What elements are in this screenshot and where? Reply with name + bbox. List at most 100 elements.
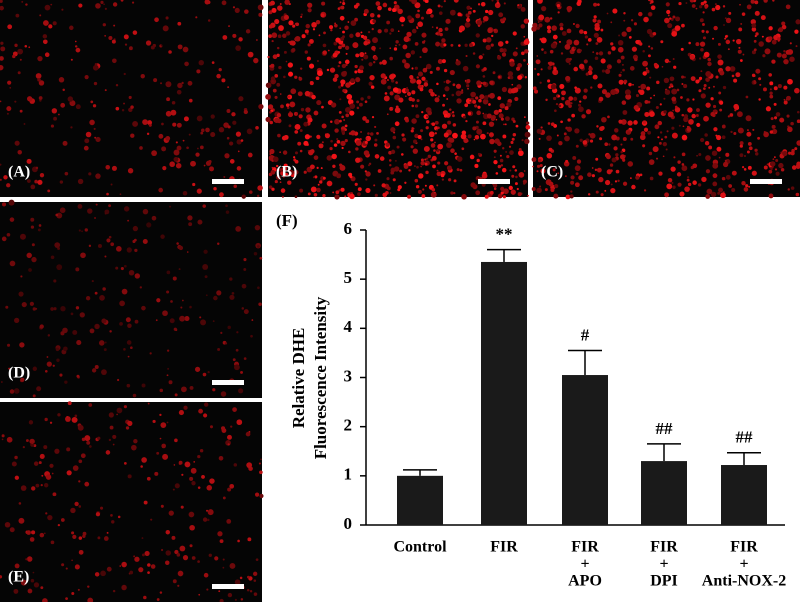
fluorescent-dot — [716, 146, 722, 152]
fluorescent-dot — [112, 2, 118, 7]
fluorescent-dot — [695, 7, 698, 10]
bar — [481, 261, 527, 525]
fluorescent-dot — [25, 558, 28, 561]
fluorescent-dot — [86, 440, 91, 445]
fluorescent-dot — [78, 229, 81, 232]
fluorescent-dot — [126, 340, 132, 345]
fluorescent-dot — [605, 92, 611, 98]
fluorescent-dot — [676, 172, 682, 177]
fluorescent-dot — [663, 97, 666, 100]
fluorescent-dot — [672, 15, 676, 19]
fluorescent-dot — [220, 331, 223, 334]
fluorescent-dot — [98, 340, 105, 346]
fluorescent-dot — [277, 5, 283, 11]
fluorescent-dot — [538, 23, 543, 28]
fluorescent-dot — [746, 150, 750, 154]
fluorescent-dot — [218, 127, 225, 133]
fluorescent-dot — [689, 54, 695, 60]
fluorescent-dot — [60, 306, 66, 312]
fluorescent-dot — [396, 145, 400, 149]
fluorescent-dot — [364, 52, 367, 55]
fluorescent-dot — [464, 43, 468, 47]
fluorescent-dot — [0, 64, 4, 71]
fluorescent-dot — [341, 71, 347, 77]
panel-label: (E) — [8, 569, 29, 586]
fluorescent-dot — [397, 30, 400, 32]
fluorescent-dot — [548, 147, 553, 152]
fluorescent-dot — [234, 7, 240, 13]
fluorescent-dot — [768, 36, 773, 41]
fluorescent-dot — [686, 119, 689, 122]
fluorescent-dot — [796, 161, 800, 167]
fluorescent-dot — [518, 172, 525, 178]
fluorescent-dot — [593, 32, 599, 38]
fluorescent-dot — [63, 346, 68, 352]
fluorescent-dot — [104, 255, 107, 258]
fluorescent-dot — [292, 24, 296, 28]
fluorescent-dot — [338, 110, 342, 114]
fluorescent-dot — [424, 184, 427, 187]
fluorescent-dot — [502, 134, 507, 139]
fluorescent-dot — [476, 80, 482, 86]
fluorescent-dot — [316, 60, 319, 63]
fluorescent-dot — [30, 225, 35, 229]
fluorescent-dot — [294, 75, 298, 79]
fluorescent-dot — [583, 30, 588, 35]
fluorescent-dot — [617, 46, 624, 53]
fluorescent-dot — [517, 150, 524, 157]
fluorescent-dot — [612, 8, 618, 14]
fluorescent-dot — [281, 195, 284, 198]
fluorescent-dot — [373, 184, 376, 187]
fluorescent-dot — [209, 425, 214, 429]
fluorescent-dot — [127, 355, 130, 358]
fluorescent-dot — [342, 30, 345, 34]
fluorescent-dot — [50, 540, 55, 545]
fluorescent-dot — [393, 1, 397, 5]
fluorescent-dot — [405, 52, 411, 59]
fluorescent-dot — [760, 15, 766, 21]
fluorescent-dot — [62, 140, 68, 146]
fluorescent-dot — [311, 22, 317, 28]
fluorescent-dot — [20, 377, 25, 382]
fluorescent-dot — [142, 239, 148, 245]
fluorescent-dot — [482, 20, 485, 23]
fluorescent-dot — [515, 124, 519, 128]
fluorescent-dot — [166, 290, 170, 294]
fluorescent-dot — [101, 318, 107, 324]
fluorescent-dot — [91, 280, 94, 283]
fluorescent-dot — [474, 135, 480, 140]
fluorescent-dot — [103, 3, 105, 6]
fluorescent-dot — [488, 132, 494, 138]
fluorescent-dot — [331, 153, 337, 160]
fluorescent-dot — [180, 306, 183, 309]
fluorescent-dot — [506, 101, 512, 108]
fluorescent-dot — [414, 2, 421, 9]
fluorescent-dot — [441, 59, 446, 64]
fluorescent-dot — [223, 122, 229, 128]
bar — [397, 475, 443, 525]
fluorescent-dot — [227, 125, 231, 129]
fluorescent-dot — [390, 28, 395, 32]
fluorescent-dot — [154, 471, 159, 476]
fluorescent-dot — [347, 21, 350, 23]
fluorescent-dot — [743, 168, 747, 171]
fluorescent-dot — [430, 138, 434, 142]
fluorescent-dot — [745, 184, 749, 188]
fluorescent-dot — [747, 142, 752, 146]
fluorescent-dot — [539, 185, 542, 188]
fluorescent-dot — [363, 150, 370, 156]
fluorescent-dot — [546, 135, 552, 142]
fluorescent-dot — [322, 176, 326, 180]
fluorescent-dot — [610, 183, 613, 186]
fluorescent-dot — [451, 111, 455, 114]
fluorescent-dot — [313, 110, 319, 116]
fluorescent-dot — [592, 74, 598, 80]
fluorescent-dot — [778, 162, 784, 169]
fluorescent-dot — [19, 58, 22, 61]
fluorescent-dot — [272, 156, 279, 163]
fluorescent-dot — [210, 132, 216, 138]
fluorescent-dot — [186, 146, 189, 150]
fluorescent-dot — [0, 100, 2, 103]
fluorescent-dot — [294, 195, 298, 199]
fluorescent-dot — [32, 307, 37, 311]
